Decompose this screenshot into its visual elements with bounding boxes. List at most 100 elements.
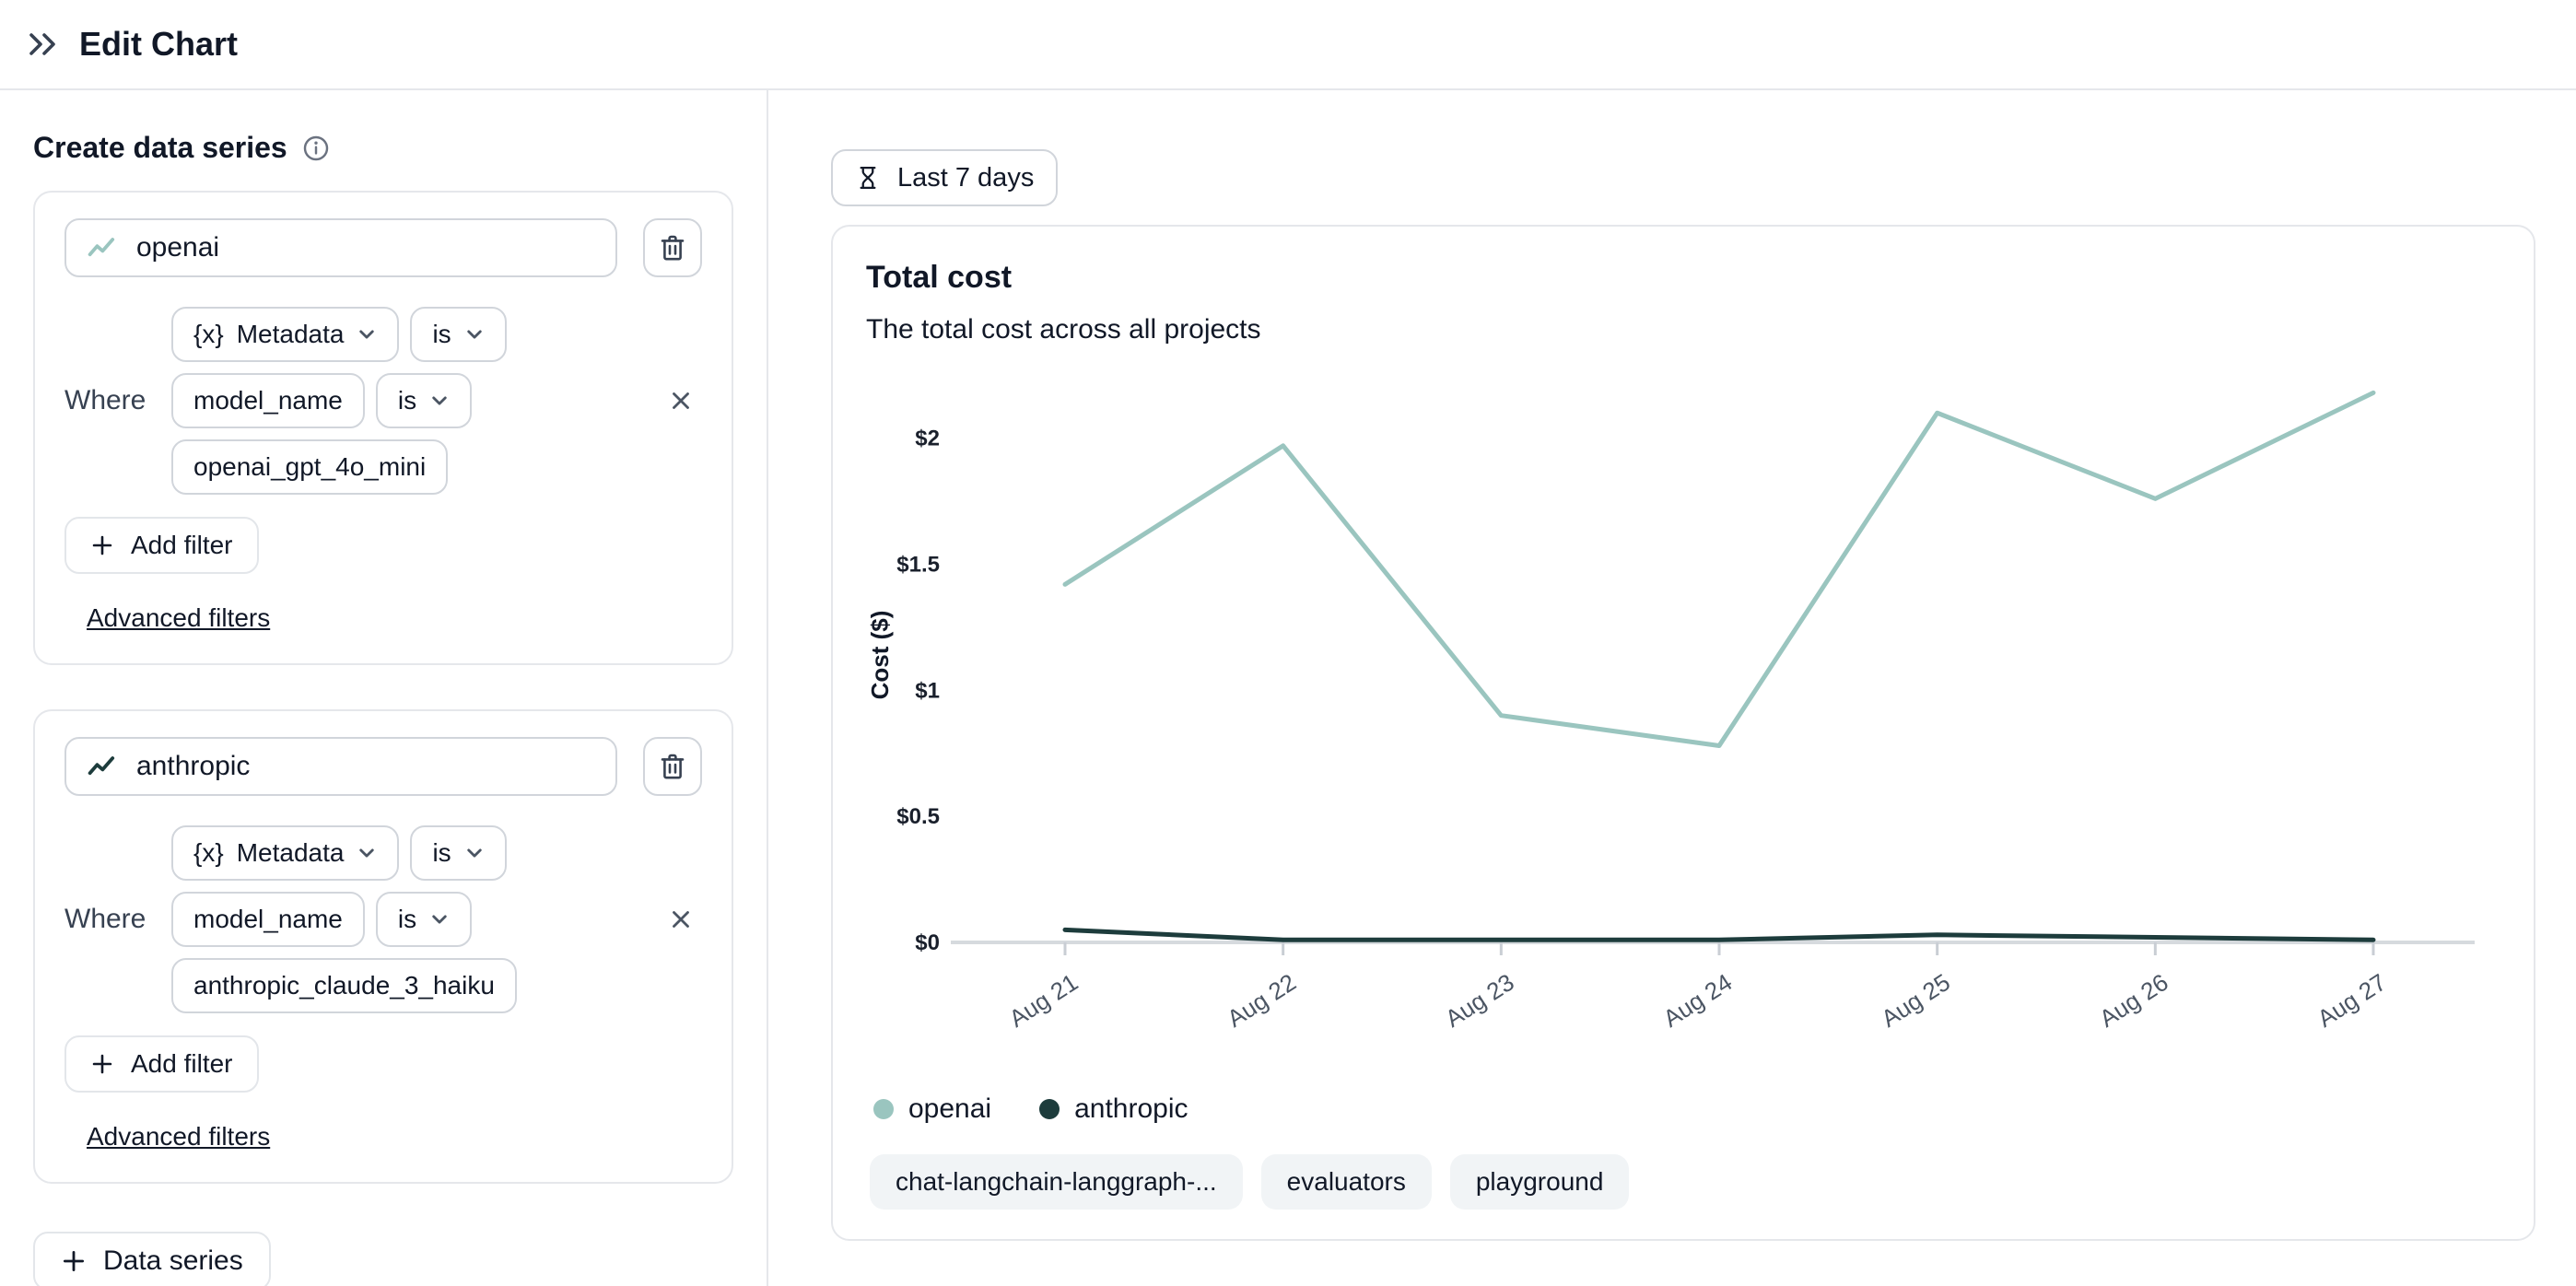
advanced-filters-link[interactable]: Advanced filters bbox=[87, 603, 271, 632]
where-label: Where bbox=[64, 385, 146, 415]
add-filter-label: Add filter bbox=[131, 1049, 233, 1078]
add-data-series-button[interactable]: Data series bbox=[33, 1232, 271, 1286]
svg-text:$0: $0 bbox=[915, 930, 940, 955]
trend-line-icon bbox=[87, 233, 116, 263]
create-data-series-heading: Create data series bbox=[33, 131, 287, 164]
series-card-openai: Where {x} Metadata is bbox=[33, 191, 733, 665]
svg-text:Aug 24: Aug 24 bbox=[1658, 968, 1737, 1033]
svg-text:Aug 23: Aug 23 bbox=[1440, 968, 1518, 1033]
filter-value-chip[interactable]: openai_gpt_4o_mini bbox=[171, 439, 449, 495]
series-name-field bbox=[64, 218, 617, 277]
metadata-label: Metadata bbox=[236, 838, 345, 867]
series-card-anthropic: Where {x} Metadata is bbox=[33, 709, 733, 1184]
advanced-filters-link[interactable]: Advanced filters bbox=[87, 1122, 271, 1151]
collapse-panel-icon[interactable] bbox=[24, 26, 61, 63]
filter-field-row: {x} Metadata is bbox=[171, 825, 641, 881]
operator-label: is bbox=[397, 905, 417, 933]
project-tag[interactable]: playground bbox=[1449, 1154, 1630, 1210]
main-area: Create data series bbox=[0, 90, 2576, 1286]
series-name-row bbox=[64, 737, 702, 796]
chevron-down-icon bbox=[464, 843, 485, 863]
value-label: openai_gpt_4o_mini bbox=[193, 452, 427, 481]
svg-text:Aug 22: Aug 22 bbox=[1222, 968, 1300, 1033]
chevron-down-icon bbox=[429, 391, 450, 411]
metadata-field-dropdown[interactable]: {x} Metadata bbox=[171, 825, 400, 881]
metadata-key-chip[interactable]: model_name bbox=[171, 373, 365, 428]
metadata-key-chip[interactable]: model_name bbox=[171, 892, 365, 947]
metadata-prefix: {x} bbox=[193, 320, 224, 348]
time-range-button[interactable]: Last 7 days bbox=[831, 149, 1059, 206]
svg-text:$1: $1 bbox=[915, 678, 940, 703]
project-tag[interactable]: evaluators bbox=[1260, 1154, 1432, 1210]
filter-value-row: openai_gpt_4o_mini bbox=[171, 439, 641, 495]
series-name-row bbox=[64, 218, 702, 277]
chart-subtitle: The total cost across all projects bbox=[866, 314, 1261, 345]
sidebar-heading: Create data series bbox=[33, 131, 733, 165]
legend-dot bbox=[1039, 1099, 1060, 1119]
svg-text:Aug 27: Aug 27 bbox=[2313, 968, 2391, 1033]
series-name-input[interactable] bbox=[133, 230, 595, 265]
header: Edit Chart bbox=[0, 0, 2576, 90]
add-filter-label: Add filter bbox=[131, 531, 233, 559]
chevron-down-icon bbox=[429, 909, 450, 929]
legend-label: openai bbox=[908, 1093, 992, 1124]
metadata-label: Metadata bbox=[236, 320, 345, 348]
trend-line-icon bbox=[87, 752, 116, 781]
svg-text:$2: $2 bbox=[915, 427, 940, 451]
delete-series-button[interactable] bbox=[643, 737, 702, 796]
hourglass-icon bbox=[860, 167, 876, 189]
svg-text:$0.5: $0.5 bbox=[896, 804, 940, 829]
legend-dot bbox=[873, 1099, 894, 1119]
svg-text:Aug 25: Aug 25 bbox=[1876, 968, 1954, 1033]
operator-label: is bbox=[432, 838, 451, 867]
chevron-down-icon bbox=[357, 324, 377, 345]
svg-text:Cost ($): Cost ($) bbox=[866, 611, 894, 700]
field-operator-dropdown[interactable]: is bbox=[410, 307, 507, 362]
filter-block: Where {x} Metadata is bbox=[64, 825, 702, 1013]
filter-key-row: model_name is bbox=[171, 373, 641, 428]
filter-value-row: anthropic_claude_3_haiku bbox=[171, 958, 641, 1013]
chart-preview-area: Last 7 days Total cost The total cost ac… bbox=[768, 90, 2576, 1286]
page-title: Edit Chart bbox=[79, 25, 239, 63]
filter-field-row: {x} Metadata is bbox=[171, 307, 641, 362]
series-name-input[interactable] bbox=[133, 749, 595, 784]
add-filter-button[interactable]: Add filter bbox=[64, 517, 259, 574]
chart-title: Total cost bbox=[866, 260, 1013, 295]
field-operator-dropdown[interactable]: is bbox=[410, 825, 507, 881]
chart-legend: openai anthropic bbox=[866, 1093, 2500, 1125]
filter-value-chip[interactable]: anthropic_claude_3_haiku bbox=[171, 958, 517, 1013]
remove-filter-button[interactable] bbox=[660, 380, 702, 422]
remove-filter-button[interactable] bbox=[660, 898, 702, 941]
legend-item-anthropic[interactable]: anthropic bbox=[1039, 1093, 1188, 1125]
metadata-prefix: {x} bbox=[193, 838, 224, 867]
data-series-sidebar: Create data series bbox=[0, 90, 768, 1286]
line-chart[interactable]: Aug 21 Aug 22 Aug 23 Aug 24 Aug 25 Aug 26 Aug … bbox=[866, 353, 2500, 1093]
filter-chips: {x} Metadata is model_name bbox=[171, 825, 641, 1013]
delete-series-button[interactable] bbox=[643, 218, 702, 277]
filter-chips: {x} Metadata is model_name bbox=[171, 307, 641, 495]
add-filter-button[interactable]: Add filter bbox=[64, 1035, 259, 1093]
time-range-label: Last 7 days bbox=[897, 162, 1035, 193]
series-name-field bbox=[64, 737, 617, 796]
svg-text:Aug 21: Aug 21 bbox=[1004, 968, 1083, 1033]
legend-item-openai[interactable]: openai bbox=[873, 1093, 991, 1125]
value-label: anthropic_claude_3_haiku bbox=[193, 971, 495, 1000]
svg-text:Aug 26: Aug 26 bbox=[2094, 968, 2172, 1033]
chevron-down-icon bbox=[357, 843, 377, 863]
project-tag[interactable]: chat-langchain-langgraph-... bbox=[870, 1154, 1243, 1210]
metadata-field-dropdown[interactable]: {x} Metadata bbox=[171, 307, 400, 362]
chart-card: Total cost The total cost across all pro… bbox=[831, 225, 2535, 1241]
operator-label: is bbox=[397, 386, 417, 415]
key-operator-dropdown[interactable]: is bbox=[375, 892, 473, 947]
chevron-down-icon bbox=[464, 324, 485, 345]
legend-label: anthropic bbox=[1074, 1093, 1188, 1124]
svg-text:$1.5: $1.5 bbox=[896, 552, 940, 577]
project-tags: chat-langchain-langgraph-... evaluators … bbox=[866, 1154, 2500, 1210]
key-label: model_name bbox=[193, 386, 343, 415]
filter-block: Where {x} Metadata is bbox=[64, 307, 702, 495]
operator-label: is bbox=[432, 320, 451, 348]
data-series-label: Data series bbox=[103, 1245, 243, 1276]
key-operator-dropdown[interactable]: is bbox=[375, 373, 473, 428]
info-icon[interactable] bbox=[302, 134, 330, 162]
